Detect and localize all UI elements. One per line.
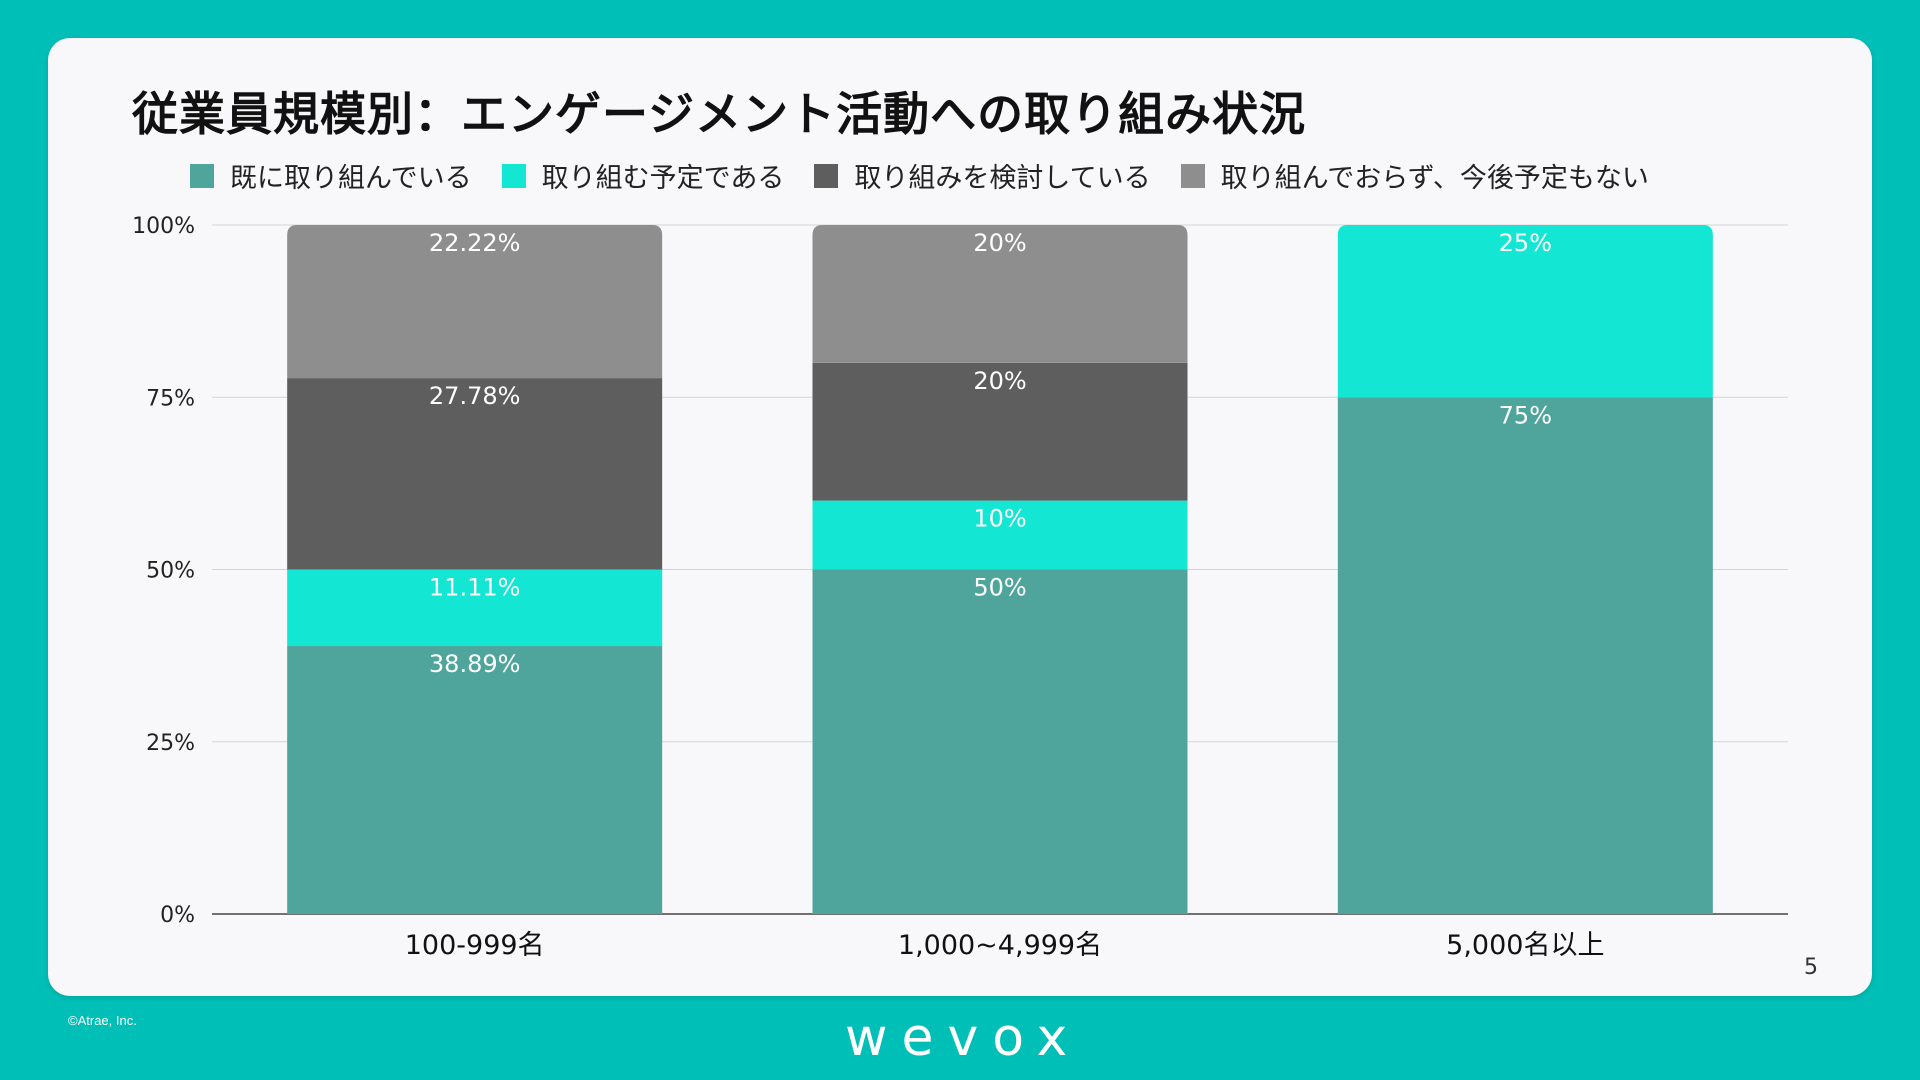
bar-segment <box>1337 397 1713 914</box>
data-label: 20% <box>973 367 1026 395</box>
bar-segment <box>812 500 1188 570</box>
y-tick-label: 50% <box>146 559 195 584</box>
legend-swatch <box>814 163 839 188</box>
bar-segment <box>287 646 663 914</box>
legend-label: 取り組みを検討している <box>854 163 1151 194</box>
data-label: 10% <box>973 505 1026 533</box>
data-label: 11.11% <box>429 574 521 602</box>
data-label: 25% <box>1499 229 1552 257</box>
legend-item: 取り組みを検討している <box>814 156 1151 195</box>
y-tick-label: 100% <box>132 214 195 239</box>
data-label: 27.78% <box>429 382 521 410</box>
data-label: 50% <box>973 574 1026 602</box>
legend-label: 既に取り組んでいる <box>230 163 472 194</box>
legend-swatch <box>190 163 214 188</box>
x-tick-label: 100-999名 <box>405 930 545 961</box>
data-label: 22.22% <box>429 229 521 257</box>
slide-title: 従業員規模別：エンゲージメント活動への取り組み状況 <box>132 87 1307 141</box>
copyright-text: ©Atrae, Inc. <box>68 1013 137 1028</box>
bar-segment <box>287 569 663 647</box>
y-tick-label: 0% <box>160 903 195 928</box>
legend-label: 取り組んでおらず、今後予定もない <box>1220 163 1649 194</box>
bar-segment <box>812 225 1188 363</box>
stacked-bar-chart: 0% 25% 50% 75% 100% 38.89% 11.11% 27.78% 22.22% 1… <box>132 214 1788 961</box>
bar-segment <box>812 362 1188 501</box>
x-tick-label: 5,000名以上 <box>1446 930 1604 961</box>
bar-segment <box>812 569 1188 914</box>
y-tick-label: 25% <box>146 731 195 756</box>
data-label: 38.89% <box>429 650 521 678</box>
legend-swatch <box>1180 163 1205 188</box>
data-label: 75% <box>1499 401 1552 429</box>
bar-segment <box>287 225 663 379</box>
chart-legend: 既に取り組んでいる 取り組む予定である 取り組みを検討している 取り組んでおらず、今後… <box>190 156 1649 195</box>
x-tick-label: 1,000~4,999名 <box>898 930 1102 961</box>
data-label: 20% <box>973 229 1026 257</box>
y-tick-label: 75% <box>146 386 195 411</box>
legend-item: 取り組む予定である <box>501 156 785 195</box>
legend-swatch <box>501 163 526 188</box>
bar-segment <box>287 378 663 570</box>
bar-segment <box>1337 225 1713 398</box>
legend-label: 取り組む予定である <box>541 163 785 194</box>
legend-item: 既に取り組んでいる <box>190 156 472 195</box>
legend-item: 取り組んでおらず、今後予定もない <box>1180 156 1649 195</box>
page-number: 5 <box>1804 955 1818 980</box>
wevox-logo: wevox <box>845 1008 1082 1068</box>
